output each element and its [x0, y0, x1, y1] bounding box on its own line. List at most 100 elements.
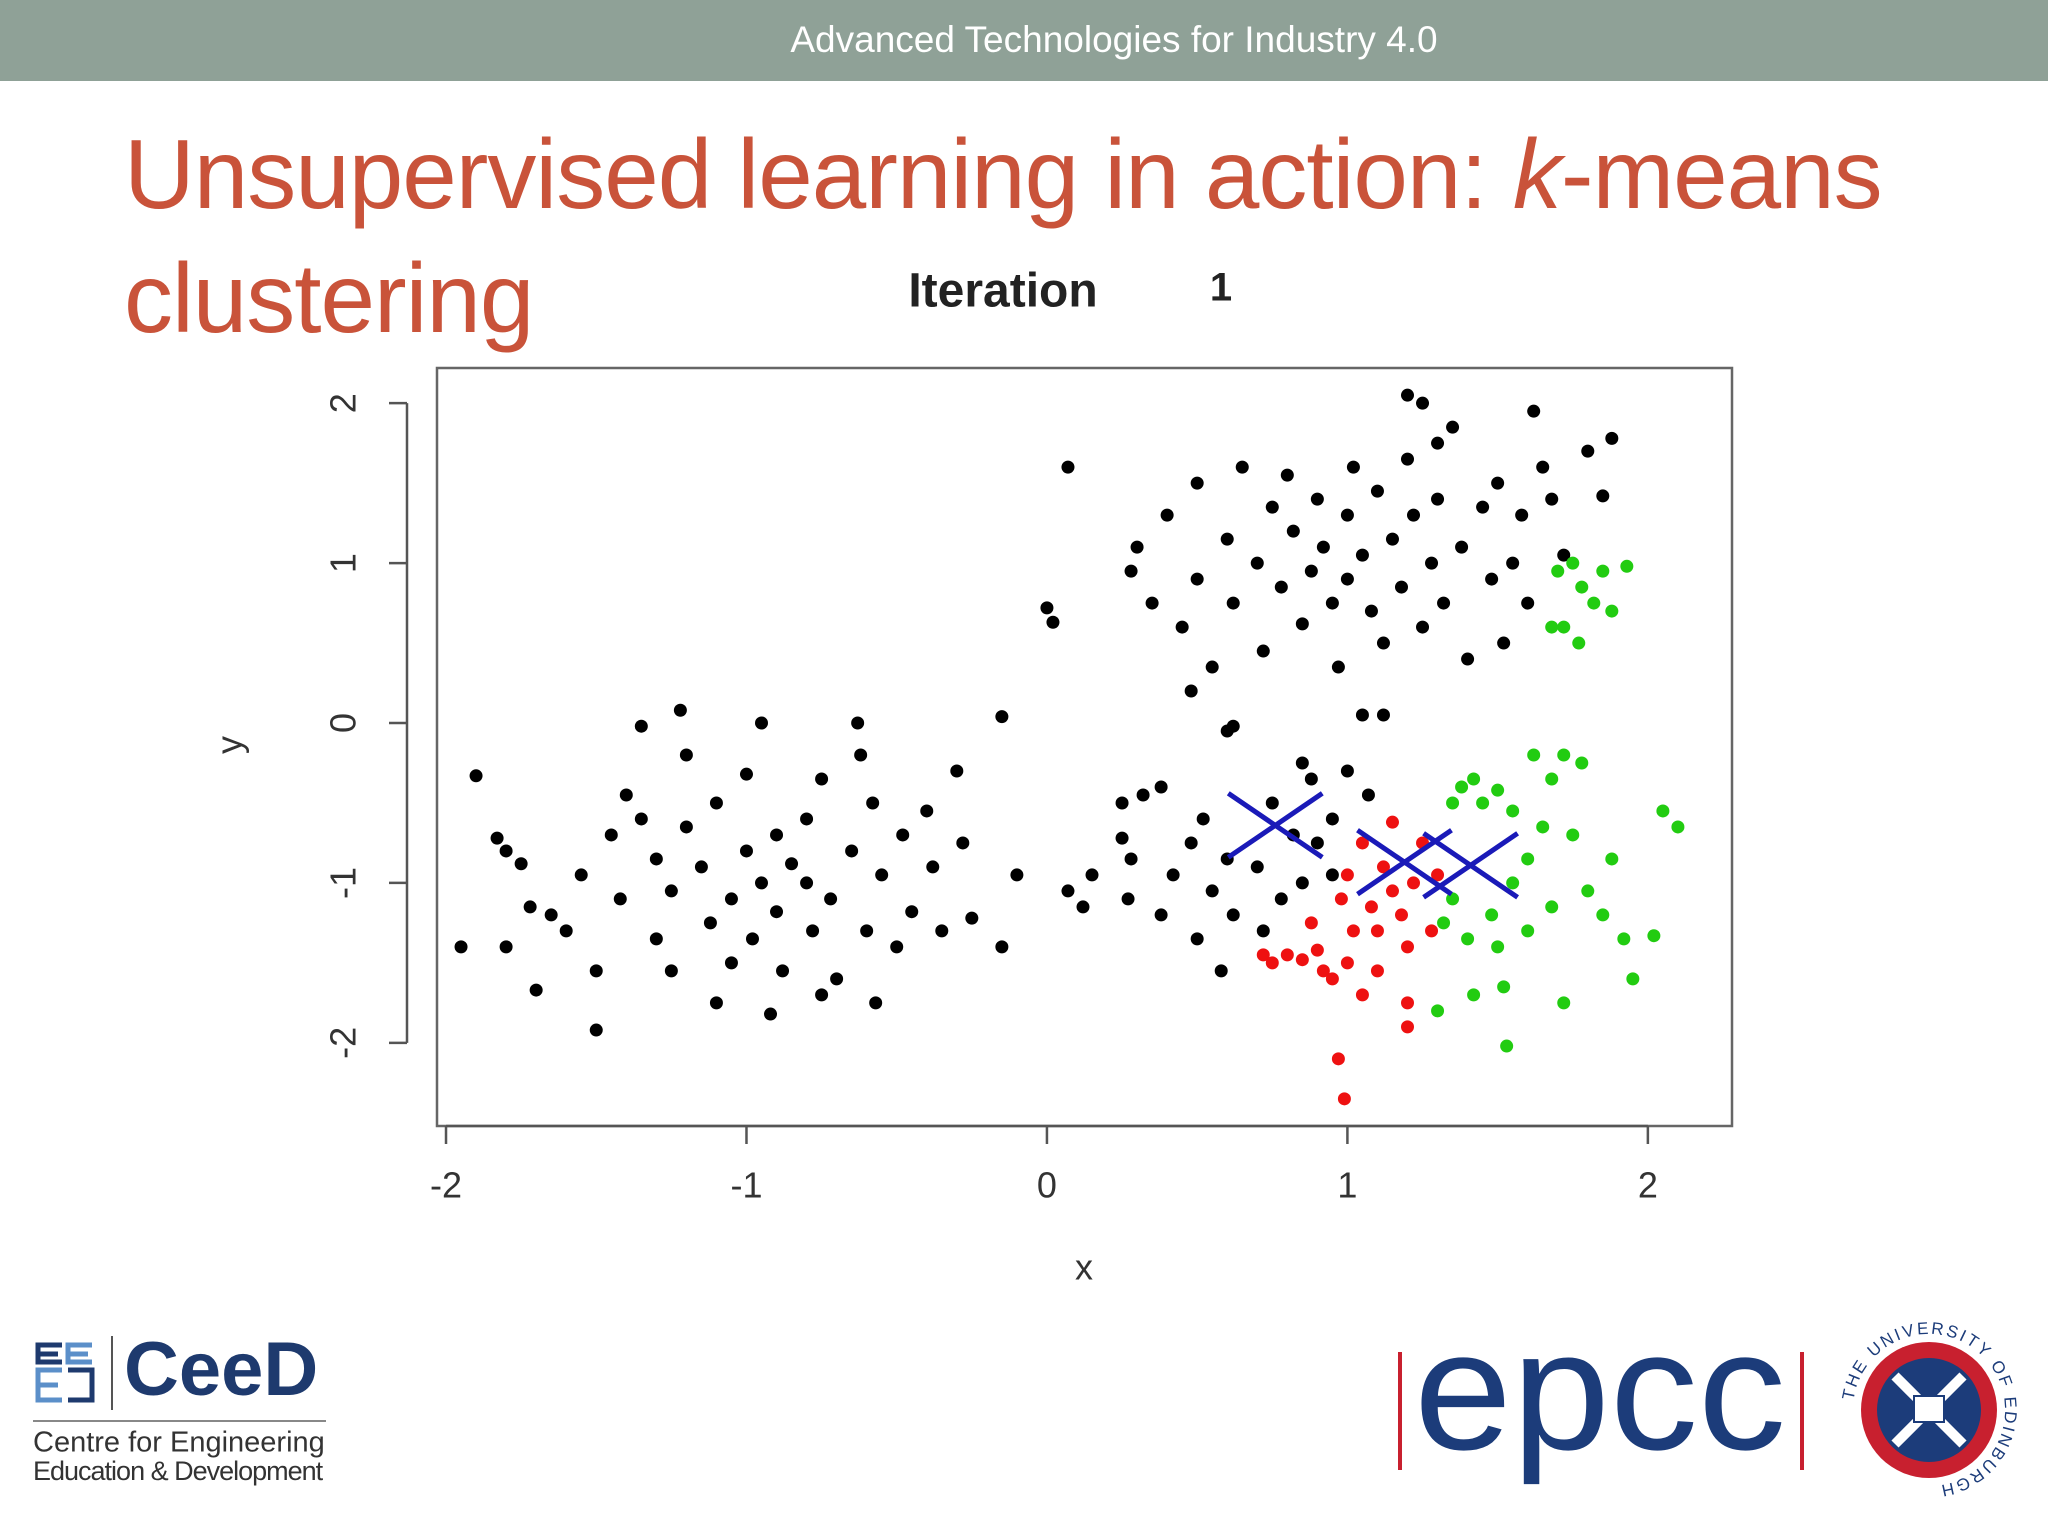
- x-tick-label: 2: [1638, 1165, 1658, 1206]
- data-point: [1370, 964, 1384, 978]
- data-point: [634, 719, 648, 733]
- data-point: [869, 996, 883, 1010]
- data-point: [1205, 660, 1219, 674]
- data-point: [1184, 836, 1198, 850]
- data-point: [875, 868, 889, 882]
- data-point: [1506, 556, 1520, 570]
- data-point: [1671, 820, 1685, 834]
- data-point: [995, 940, 1009, 954]
- data-point: [634, 812, 648, 826]
- header-text: Advanced Technologies for Industry 4.0: [790, 19, 1437, 60]
- data-point: [905, 905, 919, 919]
- data-point: [1521, 852, 1535, 866]
- ceed-name: CeeD: [124, 1327, 318, 1412]
- data-point: [1265, 500, 1279, 514]
- data-point: [1575, 756, 1589, 770]
- data-point: [1310, 836, 1324, 850]
- title-text: -means: [1560, 119, 1883, 229]
- data-point: [1587, 596, 1601, 610]
- data-point: [703, 916, 717, 930]
- data-point: [770, 828, 784, 842]
- data-point: [1124, 852, 1138, 866]
- data-point: [995, 710, 1009, 724]
- data-point: [1295, 617, 1309, 631]
- data-point: [1325, 868, 1339, 882]
- data-point: [1364, 604, 1378, 618]
- data-point: [1455, 780, 1469, 794]
- data-point: [1040, 601, 1054, 615]
- data-point: [1566, 828, 1580, 842]
- data-point: [1184, 684, 1198, 698]
- data-point: [1334, 892, 1348, 906]
- data-point: [1521, 924, 1535, 938]
- data-point: [800, 812, 814, 826]
- data-point: [1385, 532, 1399, 546]
- y-tick-label: -2: [323, 1027, 364, 1059]
- data-point: [1355, 548, 1369, 562]
- data-point: [1340, 956, 1354, 970]
- data-point: [613, 892, 627, 906]
- data-point: [1416, 396, 1430, 410]
- data-point: [1596, 489, 1610, 503]
- data-point: [1304, 916, 1318, 930]
- data-point: [1190, 476, 1204, 490]
- data-point: [1431, 436, 1445, 450]
- data-point: [514, 857, 528, 871]
- data-point: [1256, 948, 1270, 962]
- data-point: [1280, 468, 1294, 482]
- data-point: [1446, 420, 1460, 434]
- data-point: [1325, 812, 1339, 826]
- data-point: [1295, 756, 1309, 770]
- data-point: [1346, 460, 1360, 474]
- data-point: [1581, 884, 1595, 898]
- data-point: [1400, 996, 1414, 1010]
- centroid: [1226, 791, 1324, 860]
- data-point: [523, 900, 537, 914]
- data-point: [800, 876, 814, 890]
- data-point: [896, 828, 910, 842]
- data-point: [559, 924, 573, 938]
- epcc-bar: [1398, 1352, 1402, 1470]
- data-point: [755, 716, 769, 730]
- data-point: [890, 940, 904, 954]
- data-point: [1325, 596, 1339, 610]
- data-point: [1545, 772, 1559, 786]
- data-point: [1500, 1039, 1514, 1053]
- data-point: [1605, 852, 1619, 866]
- data-point: [745, 932, 759, 946]
- data-point: [649, 932, 663, 946]
- data-point: [1400, 1020, 1414, 1034]
- data-point: [1220, 532, 1234, 546]
- x-tick-label: -2: [430, 1165, 462, 1206]
- data-point: [1506, 804, 1520, 818]
- data-point: [1370, 924, 1384, 938]
- data-point: [1061, 884, 1075, 898]
- data-point: [1385, 815, 1399, 829]
- data-point: [1226, 908, 1240, 922]
- data-point: [544, 908, 558, 922]
- iteration-number: 1: [1210, 266, 1232, 310]
- data-point: [709, 796, 723, 810]
- data-point: [1304, 564, 1318, 578]
- data-point: [739, 844, 753, 858]
- data-point: [1400, 940, 1414, 954]
- data-point: [1605, 431, 1619, 445]
- data-point: [1425, 924, 1439, 938]
- data-point: [679, 820, 693, 834]
- data-point: [1647, 929, 1661, 943]
- data-point: [1572, 636, 1586, 650]
- plot-frame: [435, 366, 1734, 1128]
- x-tick-label: 1: [1337, 1165, 1357, 1206]
- data-point: [1407, 876, 1421, 890]
- data-point: [1605, 604, 1619, 618]
- data-point: [854, 748, 868, 762]
- data-point: [1545, 492, 1559, 506]
- data-point: [490, 831, 504, 845]
- data-point: [860, 924, 874, 938]
- data-point: [499, 940, 513, 954]
- ceed-icon: [65, 1342, 92, 1365]
- data-point: [1497, 636, 1511, 650]
- data-point: [1491, 940, 1505, 954]
- data-point: [950, 764, 964, 778]
- data-point: [589, 964, 603, 978]
